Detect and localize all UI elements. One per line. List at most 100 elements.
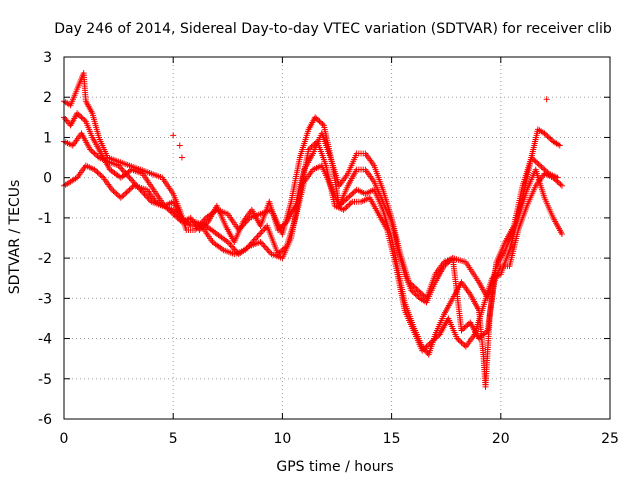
data-point bbox=[91, 166, 98, 173]
data-point bbox=[461, 324, 468, 331]
data-point bbox=[171, 212, 178, 219]
data-point bbox=[305, 146, 312, 153]
data-point bbox=[430, 336, 437, 343]
data-point bbox=[540, 165, 547, 172]
data-point bbox=[340, 198, 347, 205]
data-point bbox=[199, 224, 206, 231]
data-point bbox=[74, 110, 81, 117]
data-point bbox=[475, 335, 482, 342]
data-point bbox=[170, 210, 177, 217]
data-point bbox=[343, 204, 350, 211]
data-point bbox=[531, 157, 538, 164]
data-point bbox=[258, 240, 265, 247]
data-point bbox=[276, 249, 283, 256]
data-point bbox=[226, 240, 233, 247]
data-point bbox=[164, 205, 171, 212]
data-point bbox=[477, 334, 484, 341]
data-point bbox=[120, 192, 127, 199]
y-axis-label: SDTVAR / TECUs bbox=[7, 180, 23, 295]
data-point bbox=[544, 133, 551, 140]
data-point bbox=[534, 159, 541, 166]
data-point bbox=[541, 130, 548, 137]
data-point bbox=[413, 285, 420, 292]
data-points bbox=[61, 70, 565, 390]
data-point bbox=[87, 146, 94, 153]
axes: 0 5 10 15 20 25 -6 -5 -4 -3 -2 -1 0 1 2 3 bbox=[38, 50, 619, 447]
data-point bbox=[414, 287, 421, 294]
data-point bbox=[161, 202, 168, 209]
data-point bbox=[123, 189, 130, 196]
data-point bbox=[417, 289, 424, 296]
data-point bbox=[346, 201, 353, 208]
data-point bbox=[545, 134, 552, 141]
data-point bbox=[344, 194, 351, 201]
data-point bbox=[459, 326, 466, 333]
data-point bbox=[420, 346, 427, 353]
data-point bbox=[458, 339, 465, 346]
y-tick-label: 0 bbox=[43, 171, 52, 187]
data-point bbox=[275, 226, 282, 233]
y-tick-label: 3 bbox=[43, 50, 52, 66]
data-point bbox=[541, 166, 548, 173]
data-point bbox=[129, 184, 136, 191]
data-point bbox=[556, 180, 563, 187]
y-tick-label: -5 bbox=[38, 372, 52, 388]
data-point bbox=[410, 283, 417, 290]
data-point bbox=[122, 190, 129, 197]
data-point bbox=[425, 342, 431, 349]
data-point bbox=[419, 347, 426, 354]
data-point bbox=[197, 225, 204, 232]
data-point bbox=[342, 197, 349, 204]
data-point bbox=[307, 145, 314, 152]
data-point bbox=[277, 248, 284, 255]
data-point bbox=[117, 194, 124, 201]
data-point bbox=[429, 338, 436, 345]
data-point bbox=[276, 225, 283, 232]
data-point bbox=[528, 154, 535, 161]
data-point bbox=[350, 189, 357, 196]
data-point bbox=[411, 284, 418, 291]
y-tick-label: -6 bbox=[38, 412, 52, 428]
data-point bbox=[427, 339, 434, 346]
data-point bbox=[88, 147, 95, 154]
data-point bbox=[263, 245, 270, 252]
data-point bbox=[547, 135, 554, 142]
data-point bbox=[420, 292, 427, 299]
data-point bbox=[416, 288, 423, 295]
data-point bbox=[529, 155, 536, 162]
data-point bbox=[75, 111, 82, 118]
data-point bbox=[532, 158, 539, 165]
data-point bbox=[435, 332, 442, 339]
data-point bbox=[167, 208, 174, 215]
data-point bbox=[111, 189, 118, 196]
x-tick-label: 5 bbox=[169, 431, 178, 447]
data-point bbox=[94, 153, 101, 160]
data-point bbox=[457, 338, 464, 345]
y-tick-label: -1 bbox=[38, 211, 52, 227]
data-point bbox=[483, 328, 490, 335]
data-point bbox=[127, 185, 134, 192]
data-point bbox=[544, 169, 551, 176]
data-point bbox=[90, 149, 97, 156]
data-point bbox=[347, 192, 354, 199]
data-point bbox=[255, 231, 262, 238]
data-point bbox=[538, 163, 545, 170]
data-point bbox=[265, 248, 272, 255]
data-point bbox=[422, 344, 429, 351]
data-point bbox=[454, 335, 461, 342]
data-point bbox=[459, 340, 466, 347]
data-point bbox=[411, 289, 418, 296]
data-point bbox=[543, 96, 550, 103]
y-tick-label: 1 bbox=[43, 130, 52, 146]
data-point bbox=[408, 287, 415, 294]
data-point bbox=[557, 181, 564, 188]
data-point bbox=[280, 221, 287, 228]
data-point bbox=[78, 114, 85, 121]
data-point bbox=[109, 186, 116, 193]
data-point bbox=[339, 200, 346, 207]
data-point bbox=[409, 288, 416, 295]
data-point bbox=[257, 230, 264, 237]
y-tick-label: 2 bbox=[43, 90, 52, 106]
data-point bbox=[282, 220, 289, 227]
data-point bbox=[308, 143, 315, 150]
